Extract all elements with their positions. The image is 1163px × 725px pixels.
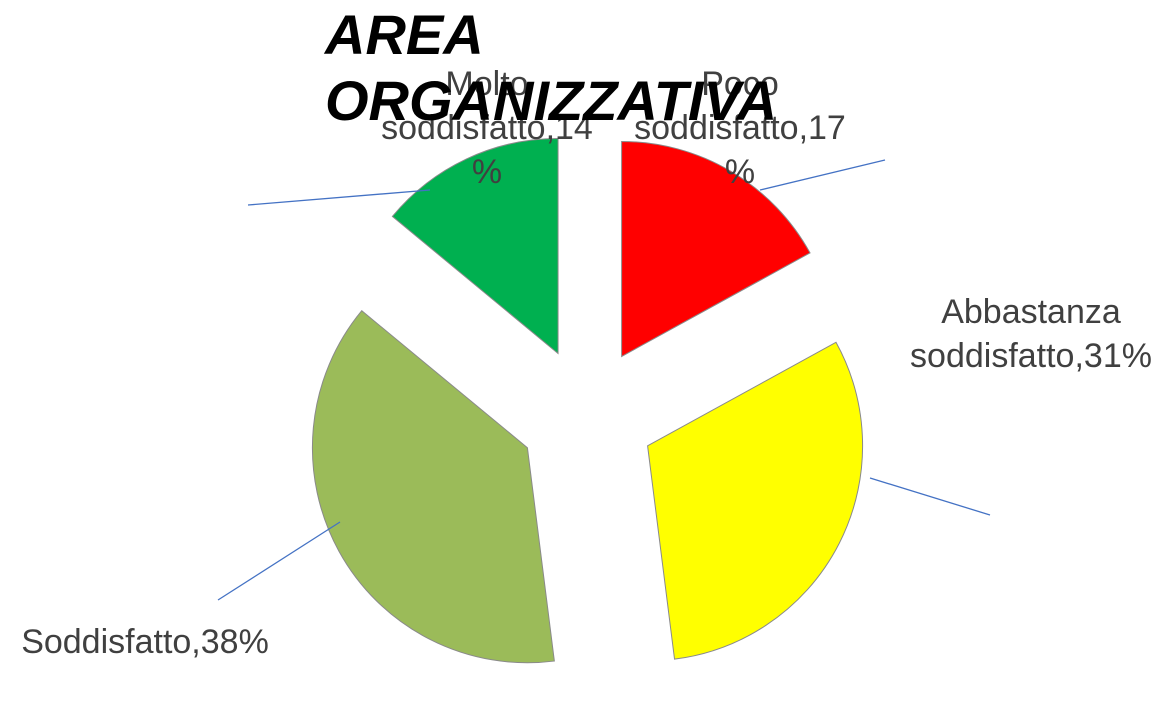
- leader-line: [217, 521, 341, 601]
- pie-slice: [647, 341, 864, 660]
- pie-slice: [621, 140, 811, 358]
- data-label: Molto soddisfatto,14%: [381, 65, 593, 191]
- leader-line: [759, 159, 886, 191]
- leader-line: [247, 189, 431, 206]
- pie-slice: [391, 137, 559, 355]
- leader-line: [869, 477, 991, 516]
- data-label: Poco soddisfatto,17%: [634, 65, 846, 191]
- data-label: Soddisfatto,38%: [21, 623, 269, 661]
- pie-slice: [311, 310, 555, 664]
- chart-title: AREA ORGANIZZATIVA: [325, 3, 778, 132]
- data-label: Abbastanza soddisfatto,31%: [910, 293, 1152, 375]
